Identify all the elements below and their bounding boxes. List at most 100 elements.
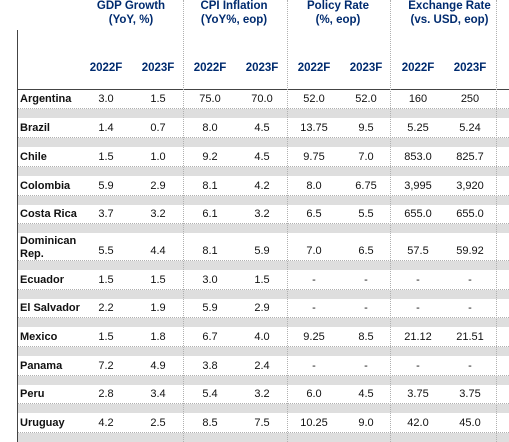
column-divider bbox=[183, 0, 184, 442]
value-cell: 9.75 bbox=[303, 151, 325, 163]
value-cell: 8.0 bbox=[202, 122, 218, 134]
value-cell: 7.0 bbox=[358, 151, 374, 163]
row-divider bbox=[18, 289, 509, 290]
value-cell: 52.0 bbox=[303, 93, 325, 105]
value-cell: 1.4 bbox=[98, 122, 114, 134]
row-stripe bbox=[18, 261, 509, 270]
value-cell: 8.1 bbox=[202, 180, 218, 192]
value-cell: 0.7 bbox=[150, 122, 166, 134]
value-cell: 1.5 bbox=[98, 151, 114, 163]
value-cell: 655.0 bbox=[456, 208, 484, 220]
value-cell: 853.0 bbox=[404, 151, 432, 163]
row-stripe bbox=[18, 167, 509, 176]
value-cell: 3,920 bbox=[456, 180, 484, 192]
value-cell: 4.4 bbox=[150, 245, 166, 257]
table-row: El Salvador 2.2 1.9 5.9 2.9 - - - - bbox=[18, 299, 509, 327]
column-divider bbox=[390, 0, 391, 442]
group-header-exchange-rate: Exchange Rate (vs. USD, eop) bbox=[390, 0, 509, 32]
row-stripe bbox=[18, 433, 509, 442]
value-cell: 655.0 bbox=[404, 208, 432, 220]
value-cell: 4.5 bbox=[254, 151, 270, 163]
value-cell: 57.5 bbox=[407, 245, 429, 257]
group-unit: (%, eop) bbox=[315, 13, 361, 26]
row-stripe bbox=[18, 318, 509, 327]
value-cell: 6.0 bbox=[306, 388, 322, 400]
value-cell: 1.0 bbox=[150, 151, 166, 163]
country-name: Brazil bbox=[20, 122, 50, 134]
table-row: Argentina 3.0 1.5 75.0 70.0 52.0 52.0 160 250 bbox=[18, 89, 509, 118]
table-row: Mexico 1.5 1.8 6.7 4.0 9.25 8.5 21.12 21.51 bbox=[18, 327, 509, 356]
country-name: Costa Rica bbox=[20, 208, 77, 220]
country-name: El Salvador bbox=[20, 302, 80, 314]
group-unit: (vs. USD, eop) bbox=[410, 13, 489, 26]
value-cell: 8.1 bbox=[202, 245, 218, 257]
value-cell: 3.8 bbox=[202, 360, 218, 372]
value-cell: 8.5 bbox=[358, 331, 374, 343]
value-cell: 4.2 bbox=[98, 417, 114, 429]
table-row: Panama 7.2 4.9 3.8 2.4 - - - - bbox=[18, 356, 509, 385]
value-cell: - bbox=[416, 360, 420, 372]
country-name: Panama bbox=[20, 360, 63, 372]
row-stripe bbox=[18, 290, 509, 299]
value-cell: 1.5 bbox=[254, 274, 270, 286]
value-cell: 9.25 bbox=[303, 331, 325, 343]
country-name: Colombia bbox=[20, 180, 71, 192]
value-cell: 2.5 bbox=[150, 417, 166, 429]
value-cell: 13.75 bbox=[300, 122, 328, 134]
value-cell: 250 bbox=[460, 93, 480, 105]
value-cell: 2.8 bbox=[98, 388, 114, 400]
table-left-border bbox=[17, 30, 18, 442]
value-cell: 2.4 bbox=[254, 360, 270, 372]
value-cell: 1.5 bbox=[98, 331, 114, 343]
value-cell: 2.9 bbox=[150, 180, 166, 192]
value-cell: - bbox=[364, 302, 368, 314]
value-cell: 52.0 bbox=[355, 93, 377, 105]
value-cell: 4.2 bbox=[254, 180, 270, 192]
value-cell: 160 bbox=[408, 93, 428, 105]
value-cell: 825.7 bbox=[456, 151, 484, 163]
value-cell: 2.2 bbox=[98, 302, 114, 314]
value-cell: 8.0 bbox=[306, 180, 322, 192]
value-cell: 5.9 bbox=[98, 180, 114, 192]
value-cell: 3,995 bbox=[404, 180, 432, 192]
value-cell: 4.9 bbox=[150, 360, 166, 372]
table-row: Costa Rica 3.7 3.2 6.1 3.2 6.5 5.5 655.0 655.0 bbox=[18, 205, 509, 233]
value-cell: 1.5 bbox=[150, 93, 166, 105]
value-cell: 3.7 bbox=[98, 208, 114, 220]
table-row: Uruguay 4.2 2.5 8.5 7.5 10.25 9.0 42.0 45.0 bbox=[18, 413, 509, 442]
value-cell: 1.8 bbox=[150, 331, 166, 343]
value-cell: 21.12 bbox=[404, 331, 432, 343]
country-name: Uruguay bbox=[20, 417, 65, 429]
country-name: Ecuador bbox=[20, 274, 65, 286]
value-cell: 3.2 bbox=[150, 208, 166, 220]
group-unit: (YoY, %) bbox=[108, 13, 154, 26]
value-cell: 5.9 bbox=[202, 302, 218, 314]
value-cell: 45.0 bbox=[459, 417, 481, 429]
row-divider bbox=[18, 223, 509, 224]
table-row: Chile 1.5 1.0 9.2 4.5 9.75 7.0 853.0 825.7 bbox=[18, 147, 509, 176]
row-stripe bbox=[18, 138, 509, 147]
row-divider bbox=[18, 346, 509, 347]
value-cell: 6.75 bbox=[355, 180, 377, 192]
value-cell: - bbox=[312, 360, 316, 372]
country-name: Dominican Rep. bbox=[20, 235, 77, 260]
group-header-cpi: CPI Inflation (YoY%, eop) bbox=[183, 0, 285, 32]
value-cell: 3.75 bbox=[459, 388, 481, 400]
value-cell: 5.9 bbox=[254, 245, 270, 257]
value-cell: 9.0 bbox=[358, 417, 374, 429]
country-name: Argentina bbox=[20, 93, 72, 105]
row-divider bbox=[18, 375, 509, 376]
year-header: 2023F bbox=[141, 62, 175, 74]
value-cell: - bbox=[364, 274, 368, 286]
row-divider bbox=[18, 166, 509, 167]
row-stripe bbox=[18, 109, 509, 118]
value-cell: 21.51 bbox=[456, 331, 484, 343]
row-divider bbox=[18, 403, 509, 404]
country-name: Mexico bbox=[20, 331, 58, 343]
value-cell: 4.5 bbox=[358, 388, 374, 400]
column-divider bbox=[496, 0, 497, 442]
table-row: Brazil 1.4 0.7 8.0 4.5 13.75 9.5 5.25 5.24 bbox=[18, 118, 509, 147]
value-cell: 9.2 bbox=[202, 151, 218, 163]
value-cell: 3.75 bbox=[407, 388, 429, 400]
